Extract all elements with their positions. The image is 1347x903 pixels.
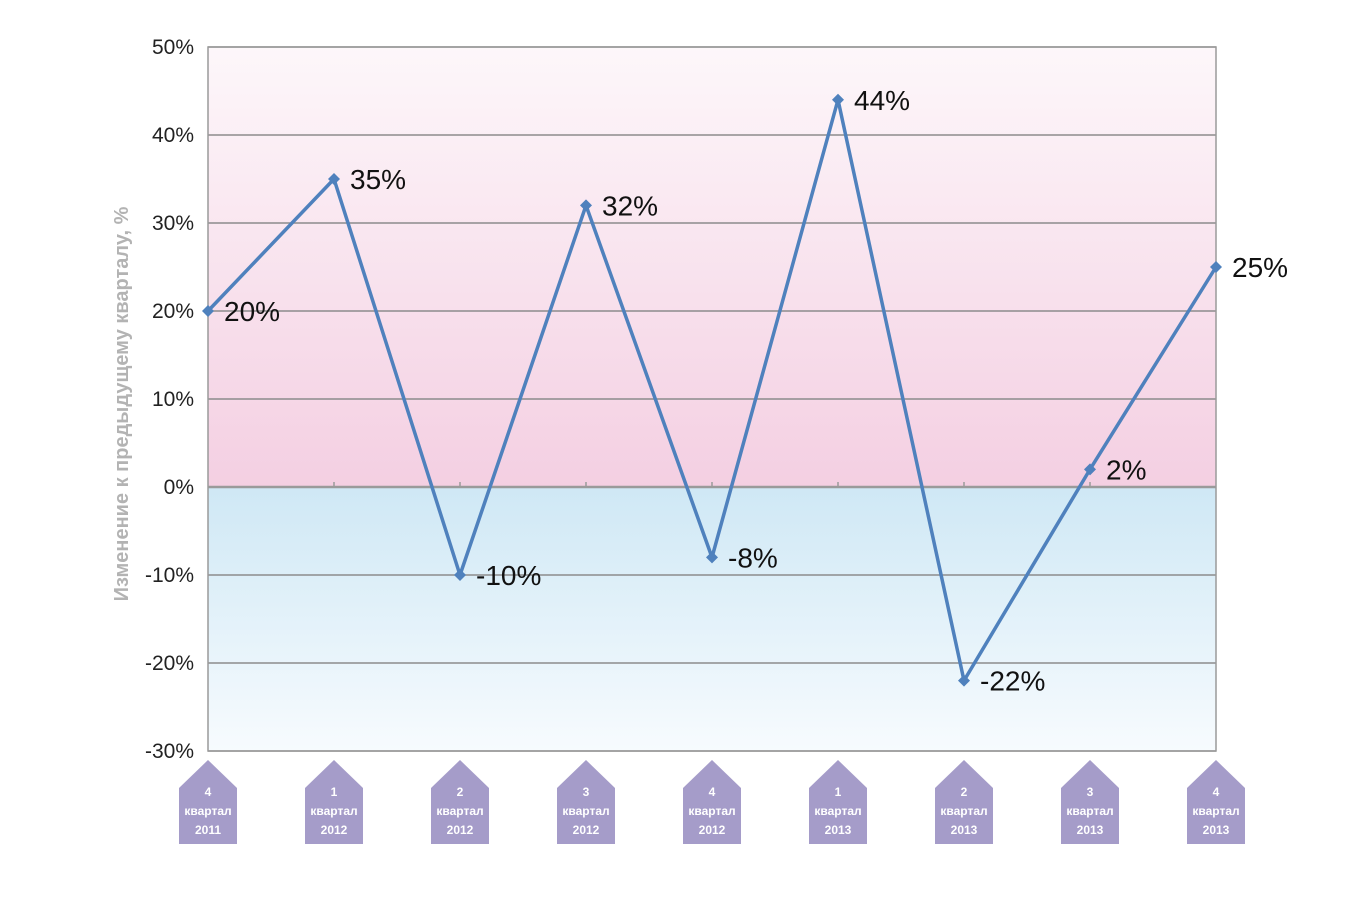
badge-word: квартал xyxy=(562,804,609,818)
y-tick-label: 10% xyxy=(152,388,194,411)
data-point-marker xyxy=(832,93,844,106)
data-point-marker xyxy=(580,199,592,212)
positive-band xyxy=(208,47,1216,487)
y-tick-label: -10% xyxy=(145,564,194,587)
badge-word: квартал xyxy=(1192,804,1239,818)
y-tick-label: 0% xyxy=(164,476,194,499)
badge-year: 2012 xyxy=(699,823,726,837)
y-tick-label: -30% xyxy=(145,740,194,763)
badge-quarter: 1 xyxy=(835,785,842,799)
data-point-marker xyxy=(1084,463,1096,476)
x-axis-category-badges: 4 квартал 2011 1 квартал 2012 2 квартал 2012 3 ква… xyxy=(179,760,1245,844)
plot-frame xyxy=(207,46,1217,752)
badge-shape xyxy=(557,760,615,844)
data-point-marker xyxy=(1210,261,1222,273)
y-axis-label: Изменение к предыдущему кварталу, % xyxy=(111,206,133,601)
badge-word: квартал xyxy=(814,804,861,818)
badge-year: 2012 xyxy=(321,823,348,837)
badge-shape xyxy=(305,760,363,844)
series-line-layer xyxy=(202,93,1222,687)
x-category-badge: 2 квартал 2012 xyxy=(431,760,489,844)
badge-year: 2013 xyxy=(825,823,852,837)
badge-quarter: 2 xyxy=(457,785,464,799)
data-label: 32% xyxy=(602,190,658,221)
badge-quarter: 3 xyxy=(1087,785,1094,799)
y-tick-label: 20% xyxy=(152,300,194,323)
badge-shape xyxy=(179,760,237,844)
x-category-badge: 3 квартал 2012 xyxy=(557,760,615,844)
badge-word: квартал xyxy=(184,804,231,818)
y-tick-label: 40% xyxy=(152,124,194,147)
badge-quarter: 4 xyxy=(1213,785,1220,799)
y-tick-label: 30% xyxy=(152,212,194,235)
y-axis-ticks: 50% 40% 30% 20% 10% 0% -10% -20% -30% xyxy=(145,36,194,763)
y-tick-label: -20% xyxy=(145,652,194,675)
badge-quarter: 4 xyxy=(709,785,716,799)
y-tick-label: 50% xyxy=(152,36,194,59)
badge-year: 2011 xyxy=(195,823,221,837)
badge-year: 2012 xyxy=(573,823,600,837)
data-label: 44% xyxy=(854,85,910,116)
badge-quarter: 3 xyxy=(583,785,590,799)
badge-quarter: 2 xyxy=(961,785,968,799)
x-category-badge: 4 квартал 2013 xyxy=(1187,760,1245,844)
x-category-badge: 1 квартал 2013 xyxy=(809,760,867,844)
x-category-badge: 3 квартал 2013 xyxy=(1061,760,1119,844)
badge-shape xyxy=(683,760,741,844)
data-point-marker xyxy=(328,173,340,185)
x-category-badge: 1 квартал 2012 xyxy=(305,760,363,844)
data-point-marker xyxy=(958,674,970,687)
badge-word: квартал xyxy=(688,804,735,818)
badge-quarter: 1 xyxy=(331,785,338,799)
data-label: -10% xyxy=(476,560,541,591)
badge-shape xyxy=(1061,760,1119,844)
badge-quarter: 4 xyxy=(205,785,212,799)
badge-word: квартал xyxy=(940,804,987,818)
badge-word: квартал xyxy=(1066,804,1113,818)
badge-year: 2013 xyxy=(951,823,978,837)
data-label: -22% xyxy=(980,666,1045,697)
data-label: 20% xyxy=(224,296,280,327)
badge-year: 2013 xyxy=(1077,823,1104,837)
data-point-marker xyxy=(706,551,718,564)
x-category-badge: 4 квартал 2012 xyxy=(683,760,741,844)
x-category-badge: 4 квартал 2011 xyxy=(179,760,237,844)
badge-shape xyxy=(809,760,867,844)
badge-shape xyxy=(1187,760,1245,844)
badge-shape xyxy=(935,760,993,844)
data-label-layer: 20% 35% -10% 32% -8% 44% -22% 2% 25% xyxy=(224,85,1288,697)
x-category-badge: 2 квартал 2013 xyxy=(935,760,993,844)
badge-word: квартал xyxy=(436,804,483,818)
data-label: -8% xyxy=(728,542,778,573)
data-label: 35% xyxy=(350,164,406,195)
negative-band xyxy=(208,487,1216,751)
badge-year: 2013 xyxy=(1203,823,1230,837)
data-point-marker xyxy=(454,569,466,581)
data-point-marker xyxy=(202,305,214,317)
data-label: 25% xyxy=(1232,252,1288,283)
badge-word: квартал xyxy=(310,804,357,818)
badge-shape xyxy=(431,760,489,844)
data-label: 2% xyxy=(1106,454,1146,485)
badge-year: 2012 xyxy=(447,823,474,837)
